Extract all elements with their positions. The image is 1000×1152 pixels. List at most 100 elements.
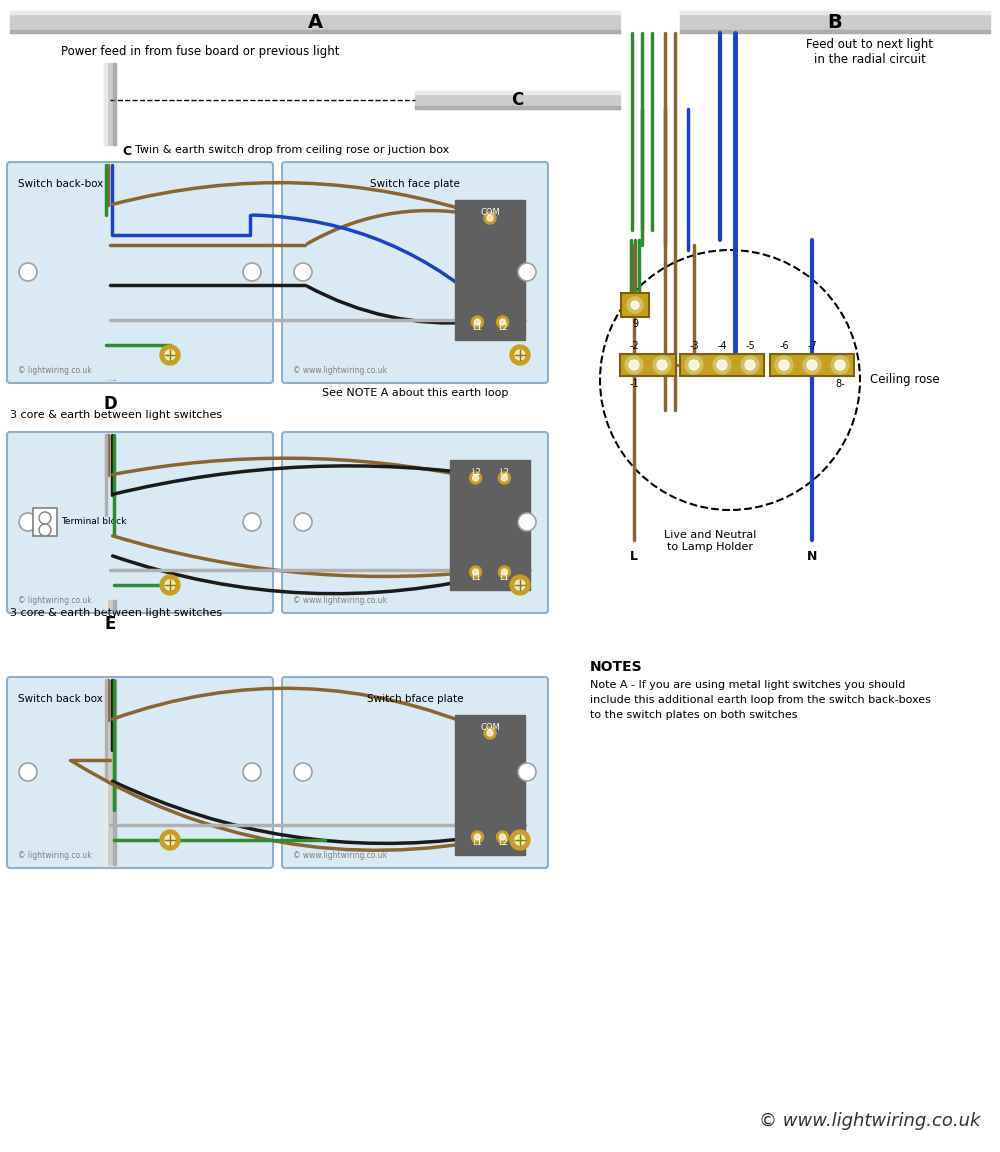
Circle shape [243,513,261,531]
Circle shape [518,513,536,531]
Circle shape [713,356,731,374]
Circle shape [510,344,530,365]
Text: 9: 9 [632,319,638,329]
Circle shape [803,356,821,374]
Circle shape [745,359,755,370]
Circle shape [243,763,261,781]
Text: L2: L2 [499,468,509,477]
FancyBboxPatch shape [282,677,548,867]
Circle shape [625,356,643,374]
Circle shape [294,513,312,531]
Circle shape [627,297,643,313]
Text: N: N [807,550,817,563]
Text: 3 core & earth between light switches: 3 core & earth between light switches [10,608,222,617]
Circle shape [515,835,525,846]
FancyBboxPatch shape [7,432,273,613]
Circle shape [39,511,51,524]
Text: Live and Neutral
to Lamp Holder: Live and Neutral to Lamp Holder [664,530,756,552]
Text: -5: -5 [745,341,755,351]
Circle shape [165,579,175,590]
Circle shape [629,359,639,370]
Text: 8-: 8- [835,379,845,389]
Circle shape [294,763,312,781]
Text: -3: -3 [689,341,699,351]
Circle shape [500,834,506,840]
Circle shape [470,566,482,578]
Circle shape [19,263,37,281]
FancyBboxPatch shape [7,162,273,382]
Text: © lightwiring.co.uk: © lightwiring.co.uk [18,851,92,861]
Circle shape [497,316,509,328]
Text: L2: L2 [471,468,481,477]
Bar [455,715,525,855]
Circle shape [484,727,496,738]
Circle shape [19,513,37,531]
Circle shape [518,263,536,281]
Text: E: E [104,615,116,632]
Text: © www.lightwiring.co.uk: © www.lightwiring.co.uk [293,366,387,376]
Text: Switch face plate: Switch face plate [370,179,460,189]
Circle shape [474,834,480,840]
Text: © www.lightwiring.co.uk: © www.lightwiring.co.uk [293,851,387,861]
Circle shape [515,350,525,359]
Text: L1: L1 [472,323,482,332]
Bar [450,460,530,590]
Circle shape [160,575,180,594]
Bar [621,293,649,317]
Circle shape [473,475,479,482]
Text: COM: COM [480,209,500,217]
Circle shape [741,356,759,374]
Text: See NOTE A about this earth loop: See NOTE A about this earth loop [322,388,508,397]
FancyBboxPatch shape [282,432,548,613]
Bar [770,354,854,376]
Text: Power feed in from fuse board or previous light: Power feed in from fuse board or previou… [61,45,339,58]
Circle shape [689,359,699,370]
Circle shape [473,569,479,575]
Text: Terminal block: Terminal block [61,517,126,526]
Circle shape [717,359,727,370]
Circle shape [498,566,510,578]
Circle shape [471,831,483,843]
Circle shape [243,263,261,281]
Circle shape [487,730,493,736]
Circle shape [515,579,525,590]
Circle shape [501,475,507,482]
Text: -1: -1 [629,379,639,389]
FancyBboxPatch shape [282,162,548,382]
Circle shape [653,356,671,374]
Circle shape [631,301,639,309]
Circle shape [471,316,483,328]
Circle shape [487,215,493,221]
Circle shape [685,356,703,374]
Text: C: C [511,91,524,109]
Text: © www.lightwiring.co.uk: © www.lightwiring.co.uk [759,1112,980,1130]
Circle shape [19,763,37,781]
Text: Switch bface plate: Switch bface plate [367,694,463,704]
Circle shape [160,829,180,850]
Bar [33,508,57,536]
Circle shape [657,359,667,370]
Text: COM: COM [480,723,500,732]
Circle shape [497,831,509,843]
Text: L2: L2 [498,838,508,847]
Text: A: A [307,13,323,31]
Text: -4: -4 [717,341,727,351]
Text: Feed out to next light
in the radial circuit: Feed out to next light in the radial cir… [806,38,934,66]
Bar [680,354,764,376]
Text: NOTES: NOTES [590,660,643,674]
Text: B: B [828,13,842,31]
Circle shape [39,524,51,536]
Circle shape [165,835,175,846]
Text: © www.lightwiring.co.uk: © www.lightwiring.co.uk [293,596,387,605]
Text: L: L [630,550,638,563]
Circle shape [831,356,849,374]
Text: -6: -6 [779,341,789,351]
Circle shape [518,763,536,781]
FancyBboxPatch shape [7,677,273,867]
Text: -2: -2 [629,341,639,351]
Text: 3 core & earth between light switches: 3 core & earth between light switches [10,410,222,420]
Bar [455,200,525,340]
Circle shape [498,472,510,484]
Text: C: C [122,145,131,158]
Circle shape [500,319,506,325]
